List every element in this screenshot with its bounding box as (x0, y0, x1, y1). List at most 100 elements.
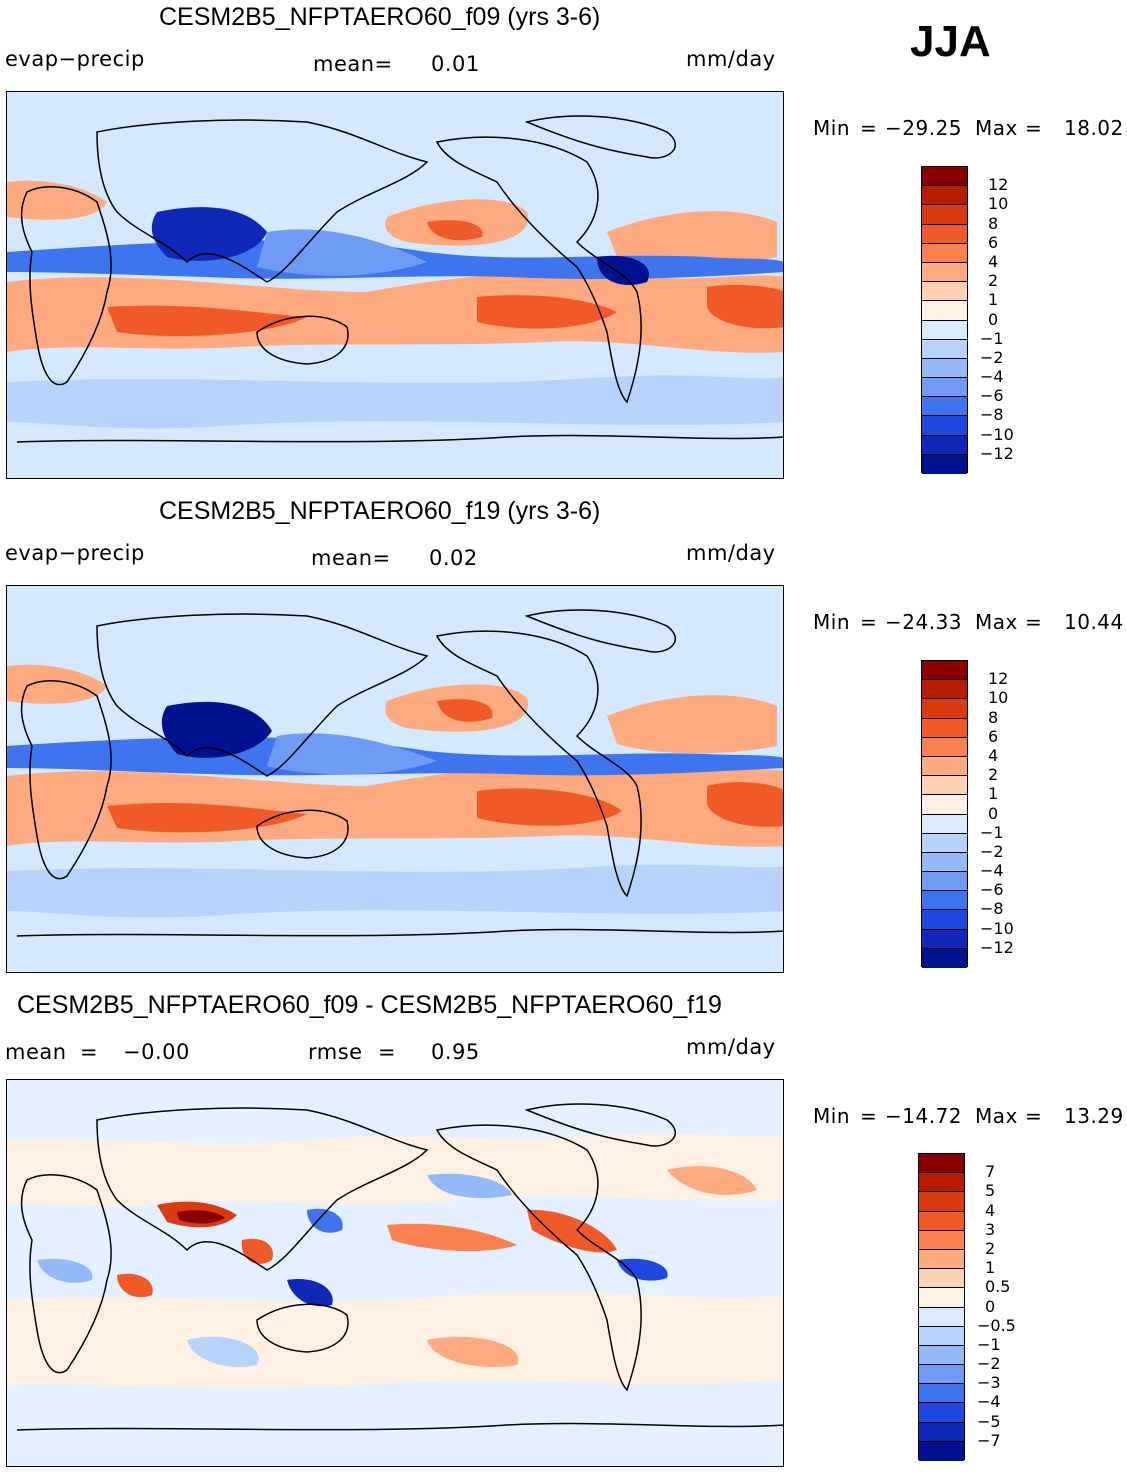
panel-2-max-eq: = (1025, 610, 1043, 634)
colorbar-segment (922, 205, 967, 225)
colorbar-segment (919, 1173, 964, 1193)
colorbar-segment (919, 1365, 964, 1385)
panel-2-min-value: −24.33 (885, 610, 963, 634)
panel-1-mean-label: mean= (313, 52, 393, 76)
colorbar-tick-label: 8 (988, 707, 999, 727)
colorbar-tick-label: 1 (988, 784, 999, 804)
colorbar-segment (919, 1269, 964, 1289)
colorbar-tick-label: 5 (985, 1181, 996, 1201)
colorbar-segment (919, 1326, 964, 1346)
colorbar-segment (922, 320, 967, 340)
colorbar-segment (922, 416, 967, 436)
colorbar-segment (922, 186, 967, 206)
colorbar-tick-label: −6 (980, 386, 1004, 406)
colorbar-tick-label: 0 (988, 309, 999, 329)
panel-3-map (6, 1079, 784, 1467)
colorbar-segment (919, 1249, 964, 1270)
colorbar-segment (922, 891, 967, 911)
colorbar-segment (919, 1422, 964, 1442)
colorbar-segment (922, 339, 967, 359)
colorbar-segment (922, 910, 967, 930)
panel-2-variable-label: evap−precip (5, 541, 145, 565)
colorbar-tick-label: −12 (980, 937, 1014, 957)
colorbar-segment (922, 262, 967, 283)
panel-3-title: CESM2B5_NFPTAERO60_f09 - CESM2B5_NFPTAER… (17, 991, 722, 1019)
colorbar-tick-label: −6 (980, 880, 1004, 900)
panel-1-max-eq: = (1025, 116, 1043, 140)
colorbar-tick-label: 4 (988, 745, 999, 765)
colorbar-segment (919, 1288, 964, 1308)
colorbar-segment (922, 833, 967, 853)
panel-3-mean-eq: = (80, 1040, 99, 1064)
panel-3-rmse-value: 0.95 (431, 1040, 480, 1064)
panel-3-mean-label: mean (5, 1040, 67, 1064)
colorbar-tick-label: −0.5 (977, 1315, 1016, 1335)
colorbar-segment (919, 1211, 964, 1231)
panel-3-units: mm/day (686, 1035, 776, 1059)
colorbar-tick-label: 10 (988, 194, 1009, 214)
colorbar-tick-label: 6 (988, 232, 999, 252)
colorbar-segment (922, 699, 967, 719)
colorbar-tick-label: 0.5 (985, 1277, 1011, 1297)
colorbar-tick-label: −4 (977, 1392, 1001, 1412)
panel-3-mean-value: −0.00 (123, 1040, 190, 1064)
colorbar-tick-label: 6 (988, 726, 999, 746)
panel-1-variable-label: evap−precip (5, 47, 145, 71)
colorbar-tick-label: 1 (988, 290, 999, 310)
panel-3-max-value: 13.29 (1064, 1104, 1124, 1128)
colorbar-segment (922, 282, 967, 302)
panel-3-max-label: Max (975, 1104, 1018, 1128)
colorbar-segment (919, 1154, 964, 1174)
panel-3-colorbar (918, 1153, 965, 1461)
colorbar-segment (922, 756, 967, 777)
colorbar-segment (919, 1441, 964, 1461)
colorbar-tick-label: 12 (988, 669, 1009, 689)
colorbar-tick-label: −7 (977, 1430, 1001, 1450)
colorbar-tick-label: 2 (985, 1238, 996, 1258)
panel-1-max-value: 18.02 (1064, 116, 1124, 140)
panel-2-map (6, 585, 784, 973)
colorbar-segment (922, 680, 967, 700)
colorbar-segment (922, 454, 967, 474)
colorbar-tick-label: −1 (977, 1334, 1001, 1354)
panel-1-min-value: −29.25 (885, 116, 963, 140)
panel-2-min-eq: = (860, 610, 878, 634)
colorbar-tick-label: −12 (980, 443, 1014, 463)
panel-2-min-label: Min (813, 610, 850, 634)
colorbar-segment (922, 358, 967, 379)
panel-1-units: mm/day (686, 47, 776, 71)
panel-3-min-eq: = (860, 1104, 878, 1128)
colorbar-tick-label: 0 (988, 803, 999, 823)
panel-2-max-value: 10.44 (1064, 610, 1124, 634)
colorbar-segment (922, 872, 967, 892)
colorbar-segment (922, 661, 967, 681)
colorbar-tick-label: −2 (980, 841, 1004, 861)
colorbar-tick-label: 8 (988, 213, 999, 233)
panel-2-mean-value: 0.02 (429, 546, 478, 570)
colorbar-segment (919, 1384, 964, 1404)
colorbar-segment (922, 852, 967, 873)
colorbar-segment (922, 224, 967, 244)
colorbar-tick-label: −2 (980, 347, 1004, 367)
panel-3-rmse-label: rmse (308, 1040, 363, 1064)
colorbar-segment (922, 167, 967, 187)
colorbar-tick-label: −10 (980, 918, 1014, 938)
panel-2-units: mm/day (686, 541, 776, 565)
colorbar-tick-label: 7 (985, 1162, 996, 1182)
panel-2-mean-label: mean= (311, 546, 391, 570)
colorbar-tick-label: 2 (988, 765, 999, 785)
panel-1-min-label: Min (813, 116, 850, 140)
colorbar-tick-label: −4 (980, 367, 1004, 387)
colorbar-tick-label: 12 (988, 175, 1009, 195)
panel-2-max-label: Max (975, 610, 1018, 634)
colorbar-tick-label: 4 (988, 251, 999, 271)
panel-1-map (6, 91, 784, 479)
colorbar-tick-label: −1 (980, 822, 1004, 842)
colorbar-tick-label: −8 (980, 405, 1004, 425)
colorbar-tick-label: −3 (977, 1373, 1001, 1393)
colorbar-tick-label: 2 (988, 271, 999, 291)
colorbar-segment (922, 776, 967, 796)
panel-1-colorbar (921, 166, 968, 474)
colorbar-segment (922, 948, 967, 968)
season-label: JJA (910, 17, 991, 66)
